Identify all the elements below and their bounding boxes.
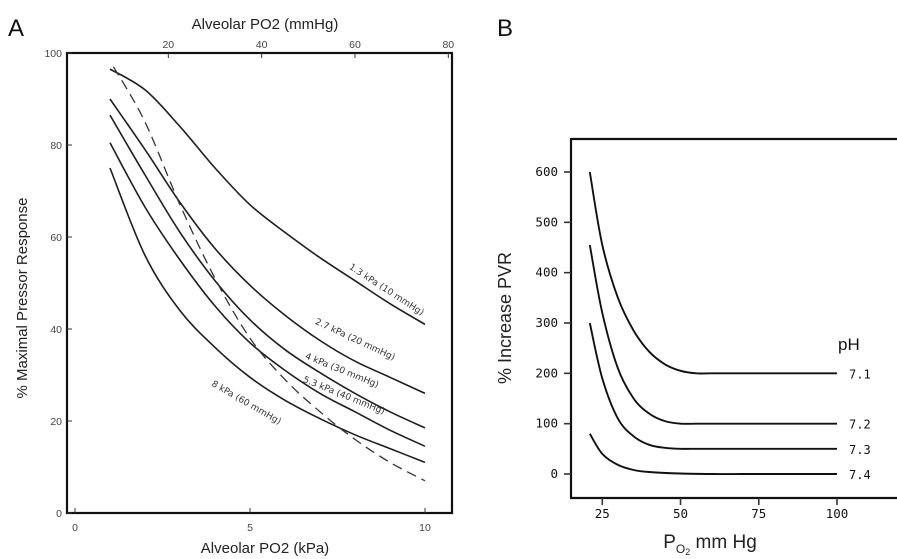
- chart-a-top-axis-title: Alveolar PO2 (mmHg): [192, 16, 339, 33]
- chart-a-curve-label: 8 kPa (60 mmHg): [209, 379, 282, 427]
- chart-a-top-tick-label: 40: [256, 39, 268, 51]
- chart-b-y-tick-label: 300: [535, 315, 558, 330]
- chart-a-curve-2: [109, 98, 426, 395]
- chart-b-x-tick-label: 50: [673, 506, 688, 521]
- chart-a-ticks: 0 20 40 60 80 100 0 5 10 20 40 60 80: [44, 39, 454, 534]
- chart-b-curve-ph-7.3: [588, 322, 837, 450]
- chart-a-x-axis-title: Alveolar PO2 (kPa): [201, 540, 329, 557]
- chart-a-curve-label: 2.7 kPa (20 mmHg): [313, 317, 396, 363]
- chart-a-top-tick-label: 60: [349, 39, 361, 51]
- chart-a-curve-label: 1.3 kPa (10 mmHg): [347, 262, 426, 318]
- chart-b-series-label: 7.1: [849, 367, 871, 381]
- chart-a-top-tick-label: 20: [162, 39, 174, 51]
- chart-a: Alveolar PO2 (mmHg) Alveolar PO2 (kPa) %…: [14, 16, 454, 557]
- chart-b-series-label: 7.3: [849, 443, 871, 457]
- chart-b-series-labels: 7.1 7.2 7.3 7.4: [849, 367, 871, 482]
- chart-b-y-tick-label: 500: [535, 214, 558, 229]
- chart-a-x-tick-label: 10: [419, 522, 431, 534]
- chart-b-x-tick-label: 75: [751, 506, 766, 521]
- chart-b-legend-title: pH: [838, 335, 860, 354]
- panel-letter-b: B: [497, 15, 513, 42]
- chart-b-y-tick-label: 200: [535, 365, 558, 380]
- chart-b: % Increase PVR PO2 mm Hg pH 0 100 200 300 40…: [495, 137, 897, 557]
- chart-b-x-axis-title: PO2 mm Hg: [663, 532, 757, 557]
- chart-a-x-tick-label: 5: [247, 522, 253, 534]
- chart-b-x-tick-label: 100: [826, 506, 849, 521]
- chart-b-y-axis-title: % Increase PVR: [495, 252, 515, 384]
- chart-b-series-label: 7.4: [849, 468, 871, 482]
- chart-b-series-label: 7.2: [849, 418, 871, 432]
- chart-b-x-tick-label: 25: [595, 506, 610, 521]
- chart-b-curve-ph-7.2: [588, 244, 837, 425]
- chart-b-curves: [588, 171, 837, 475]
- chart-b-curve-ph-7.4: [588, 433, 837, 475]
- chart-a-curve-1: [109, 68, 426, 326]
- chart-a-y-tick-label: 20: [50, 416, 62, 428]
- chart-b-y-tick-label: 0: [550, 466, 558, 481]
- chart-a-top-tick-label: 80: [442, 39, 454, 51]
- chart-a-curve-3: [109, 114, 426, 429]
- chart-a-curve-labels: 1.3 kPa (10 mmHg)2.7 kPa (20 mmHg)4 kPa …: [209, 262, 425, 427]
- chart-a-y-tick-label: 80: [50, 140, 62, 152]
- chart-b-y-tick-label: 100: [535, 416, 558, 431]
- chart-a-y-tick-label: 60: [50, 232, 62, 244]
- chart-a-y-tick-label: 100: [44, 48, 62, 60]
- panel-letter-a: A: [8, 15, 24, 42]
- chart-a-x-tick-label: 0: [72, 522, 78, 534]
- chart-a-y-axis-title: % Maximal Pressor Response: [14, 198, 31, 399]
- chart-a-curves: [109, 66, 426, 482]
- chart-a-curve-5: [109, 167, 426, 464]
- chart-b-y-tick-label: 600: [535, 164, 558, 179]
- chart-b-y-tick-label: 400: [535, 265, 558, 280]
- chart-a-dashed-curve: [112, 66, 426, 482]
- chart-b-ticks: 0 100 200 300 400 500 600 25 50 75 100: [535, 164, 848, 521]
- chart-a-frame: [65, 51, 454, 515]
- chart-a-y-tick-label: 0: [56, 508, 62, 520]
- chart-a-y-tick-label: 40: [50, 324, 62, 336]
- chart-b-curve-ph-7.1: [588, 171, 837, 375]
- chart-a-curve-4: [109, 142, 426, 448]
